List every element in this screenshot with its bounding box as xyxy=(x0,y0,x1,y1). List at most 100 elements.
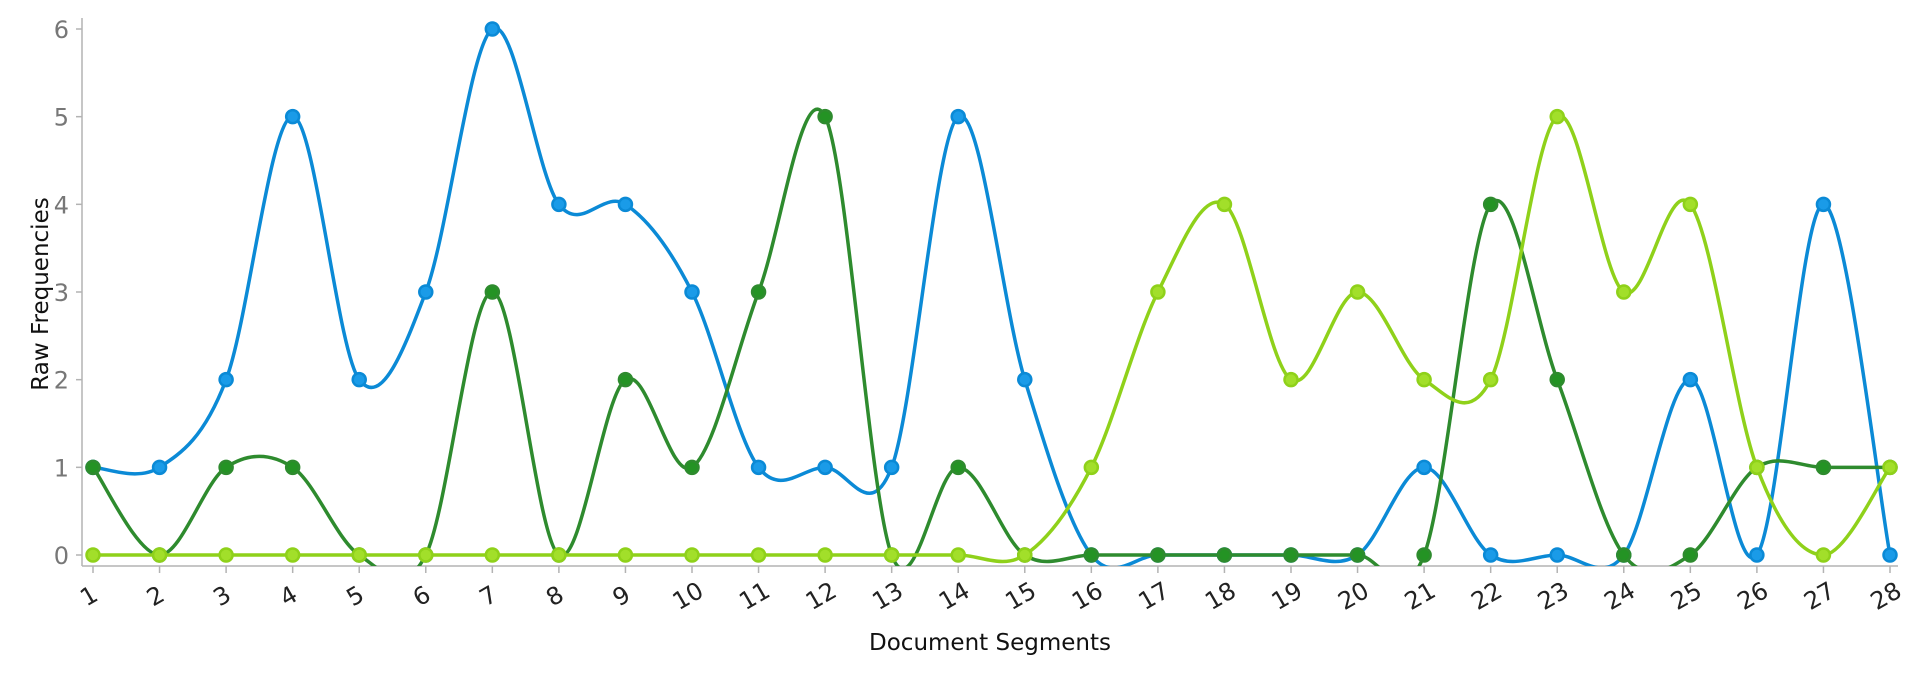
data-point[interactable] xyxy=(950,547,966,563)
data-point[interactable] xyxy=(1283,547,1299,563)
data-point[interactable] xyxy=(1815,547,1832,563)
data-point[interactable] xyxy=(1017,547,1033,563)
x-tick-label: 2 xyxy=(142,580,169,612)
data-point[interactable] xyxy=(151,547,168,563)
data-point[interactable] xyxy=(750,459,767,476)
data-point[interactable] xyxy=(1549,108,1565,125)
x-tick-label: 4 xyxy=(275,580,302,612)
data-point[interactable] xyxy=(883,547,900,563)
data-point[interactable] xyxy=(617,547,634,563)
data-point[interactable] xyxy=(1416,371,1432,388)
data-point[interactable] xyxy=(1749,547,1765,563)
data-point[interactable] xyxy=(617,196,634,213)
data-point[interactable] xyxy=(817,547,833,563)
data-point[interactable] xyxy=(418,547,434,563)
x-tick-label: 25 xyxy=(1666,576,1706,616)
data-point[interactable] xyxy=(684,547,700,563)
data-point[interactable] xyxy=(1549,371,1565,388)
data-point[interactable] xyxy=(284,459,301,476)
data-point[interactable] xyxy=(1150,547,1166,563)
data-point[interactable] xyxy=(1549,547,1565,563)
data-point[interactable] xyxy=(551,196,567,213)
data-point[interactable] xyxy=(1216,547,1233,563)
x-tick-label: 24 xyxy=(1600,576,1640,616)
data-point[interactable] xyxy=(750,547,767,563)
data-point[interactable] xyxy=(1815,459,1832,476)
x-tick-label: 21 xyxy=(1400,576,1440,616)
data-point[interactable] xyxy=(1482,371,1499,388)
data-point[interactable] xyxy=(1616,284,1632,300)
series-layer xyxy=(85,21,1898,566)
data-point[interactable] xyxy=(1682,196,1699,213)
data-point[interactable] xyxy=(817,108,833,125)
data-point[interactable] xyxy=(684,284,700,300)
data-point[interactable] xyxy=(85,459,101,476)
x-tick-label: 23 xyxy=(1533,576,1573,616)
data-point[interactable] xyxy=(684,459,700,476)
x-tick-label: 5 xyxy=(342,580,369,612)
data-point[interactable] xyxy=(1216,196,1233,213)
data-point[interactable] xyxy=(351,371,367,388)
x-tick-label: 8 xyxy=(541,580,568,612)
data-point[interactable] xyxy=(85,547,101,563)
x-tick-label: 12 xyxy=(801,576,841,616)
data-point[interactable] xyxy=(218,459,234,476)
data-point[interactable] xyxy=(1083,459,1100,476)
x-tick-label: 1 xyxy=(75,580,102,612)
data-point[interactable] xyxy=(1083,547,1100,563)
data-point[interactable] xyxy=(1482,196,1499,213)
data-point[interactable] xyxy=(1150,284,1166,300)
data-point[interactable] xyxy=(284,108,301,125)
data-point[interactable] xyxy=(1482,547,1499,563)
data-point[interactable] xyxy=(750,284,767,300)
x-tick-label: 10 xyxy=(668,576,708,616)
data-point[interactable] xyxy=(151,459,168,476)
y-tick-label: 5 xyxy=(54,104,69,132)
data-point[interactable] xyxy=(1616,547,1632,563)
x-axis: 1 2 3 4 5 6 7 8 9 10 11 12 13 14 15 16 17 18 19 20 21 22 23 24 2… xyxy=(75,565,1906,616)
data-point[interactable] xyxy=(1682,547,1699,563)
y-axis: 0 1 2 3 4 5 6 xyxy=(54,16,83,570)
data-point[interactable] xyxy=(1349,284,1366,300)
data-point[interactable] xyxy=(950,108,966,125)
data-point[interactable] xyxy=(1416,547,1432,563)
x-tick-label: 6 xyxy=(408,580,435,612)
data-point[interactable] xyxy=(484,21,501,37)
data-point[interactable] xyxy=(1815,196,1832,213)
y-axis-title: Raw Frequencies xyxy=(28,197,54,390)
data-point[interactable] xyxy=(218,547,234,563)
x-tick-label: 16 xyxy=(1067,576,1107,616)
data-point[interactable] xyxy=(950,459,966,476)
x-tick-label: 14 xyxy=(934,576,974,616)
x-tick-label: 27 xyxy=(1799,576,1839,616)
data-point[interactable] xyxy=(484,547,501,563)
data-point[interactable] xyxy=(351,547,367,563)
data-point[interactable] xyxy=(1349,547,1366,563)
x-tick-label: 19 xyxy=(1267,576,1307,616)
y-tick-label: 4 xyxy=(54,191,69,219)
data-point[interactable] xyxy=(284,547,301,563)
x-axis-title: Document Segments xyxy=(869,630,1111,656)
x-tick-label: 3 xyxy=(208,580,235,612)
data-point[interactable] xyxy=(484,284,501,300)
data-point[interactable] xyxy=(883,459,900,476)
data-point[interactable] xyxy=(218,371,234,388)
x-tick-label: 28 xyxy=(1866,576,1906,616)
data-point[interactable] xyxy=(1416,459,1432,476)
x-tick-label: 18 xyxy=(1200,576,1240,616)
data-point[interactable] xyxy=(1882,547,1898,563)
data-point[interactable] xyxy=(1682,371,1699,388)
data-point[interactable] xyxy=(617,371,634,388)
x-tick-label: 17 xyxy=(1134,576,1174,616)
data-point[interactable] xyxy=(1749,459,1765,476)
data-point[interactable] xyxy=(1283,371,1299,388)
data-point[interactable] xyxy=(817,459,833,476)
data-point[interactable] xyxy=(1017,371,1033,388)
y-tick-label: 3 xyxy=(54,279,69,307)
data-point[interactable] xyxy=(551,547,567,563)
data-point[interactable] xyxy=(1882,459,1898,476)
x-tick-label: 26 xyxy=(1733,576,1773,616)
x-tick-label: 7 xyxy=(475,580,502,612)
data-point[interactable] xyxy=(418,284,434,300)
